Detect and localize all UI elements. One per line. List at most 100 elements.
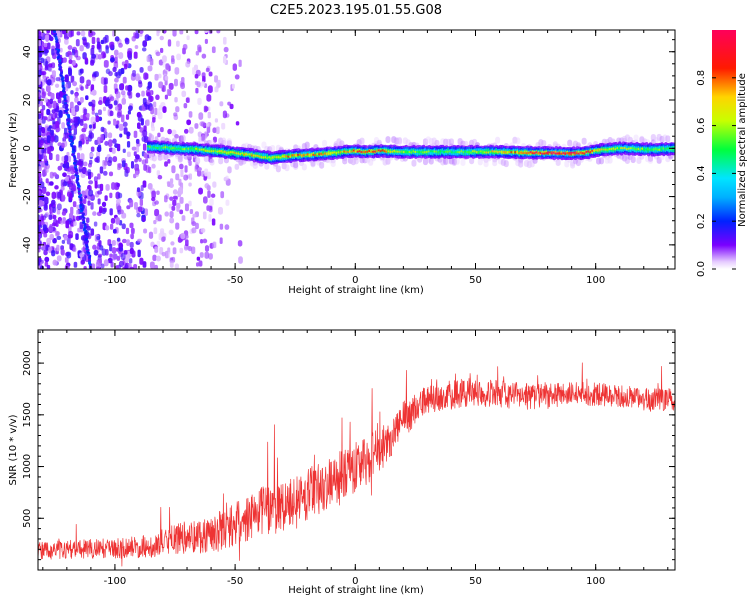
spectrogram-cell [195, 87, 199, 94]
spectrogram-cell [38, 113, 42, 119]
x-tick-label: 100 [586, 275, 605, 286]
spectrogram-cell [202, 238, 208, 244]
spectrogram-cell [117, 192, 123, 199]
spectrogram-cell [38, 54, 42, 61]
spectrogram-cell [157, 73, 162, 79]
spectrogram-cell [52, 237, 57, 244]
spectrogram-cell [61, 122, 65, 129]
spectrogram-cell [135, 30, 140, 33]
spectrogram-cell [130, 161, 135, 169]
spectrogram-cell [71, 185, 77, 192]
spectrogram-cell [108, 71, 113, 77]
spectrogram-cell [66, 237, 71, 245]
spectrogram-cell [44, 97, 48, 103]
spectrogram-cell [159, 35, 164, 41]
spectrogram-cell [76, 152, 81, 160]
spectrogram-cell [156, 190, 160, 195]
spectrogram-cell [231, 83, 235, 89]
spectrogram-cell [205, 67, 210, 73]
spectrogram-cell [121, 223, 126, 230]
spectrogram-cell [164, 75, 169, 81]
spectrogram-cell [515, 137, 521, 145]
spectrogram-cell [179, 163, 184, 170]
spectrogram-cell [97, 109, 102, 116]
spectrogram-cell [94, 180, 98, 189]
spectrogram-cell [60, 186, 65, 191]
spectrogram-cell [189, 209, 194, 215]
spectrogram-cell [210, 193, 216, 198]
spectrogram-cell [121, 238, 127, 244]
spectrogram-cell [127, 110, 131, 115]
spectrogram-cell [194, 73, 199, 79]
colorbar-tick-label: 0.6 [696, 118, 707, 134]
spectrogram-cell [44, 65, 49, 71]
spectrogram-cell [40, 57, 44, 64]
spectrogram-cell [44, 261, 49, 267]
spectrogram-cell [129, 222, 134, 229]
spectrogram-cell [162, 55, 167, 63]
spectrogram-cell [168, 203, 172, 209]
spectrogram-cell [170, 241, 175, 246]
spectrogram-cell [137, 122, 141, 129]
spectrogram-cell [74, 93, 78, 98]
spectrogram-cell [62, 57, 67, 63]
spectrogram-cell [116, 255, 121, 261]
spectrogram-cell [630, 156, 636, 164]
spectrogram-cell [49, 233, 54, 240]
spectrogram-cell [79, 119, 84, 126]
spectrogram-cell [204, 245, 210, 252]
x-tick-label: 0 [352, 275, 358, 286]
spectrogram-cell [78, 140, 82, 149]
figure-title: C2E5.2023.195.01.55.G08 [270, 3, 442, 18]
spectrogram-cell [175, 173, 180, 181]
spectrogram-cell [135, 170, 139, 177]
spectrogram-cell [123, 250, 128, 255]
spectrogram-cell [185, 97, 190, 103]
spectrogram-cell [126, 205, 131, 210]
spectrogram-cell [192, 213, 197, 218]
spectrogram-cell [97, 190, 103, 195]
spectrogram-cell [107, 120, 111, 125]
spectrogram-cell [181, 90, 187, 98]
spectrogram-cell [121, 212, 127, 219]
spectrogram-cell [111, 147, 116, 154]
spectrogram-cell [128, 91, 133, 99]
spectrogram-cell [45, 178, 49, 184]
spectrogram-cell [69, 212, 74, 219]
spectrogram-cell [209, 198, 214, 207]
spectrogram-cell [103, 84, 108, 93]
spectrogram-cell [93, 221, 98, 227]
spectrogram-cell [172, 247, 177, 255]
spectrogram-cell [126, 239, 130, 246]
spectrogram-cell [61, 156, 66, 162]
spectrogram-cell [83, 161, 88, 167]
spectrogram-cell [179, 209, 184, 215]
spectrogram-cell [229, 103, 234, 110]
spectrogram-cell [109, 253, 113, 258]
snr-x-ticks: -100 -50 0 50 100 [42, 330, 669, 587]
spectrogram-cell [85, 136, 89, 141]
spectrogram-cell [55, 77, 61, 82]
spectrogram-cell [98, 116, 103, 122]
spectrogram-cell [64, 83, 69, 92]
spectrogram-cell [103, 77, 108, 85]
spectrogram-cell [172, 195, 178, 200]
spectrogram-cell [146, 91, 151, 97]
spectrogram-cell [55, 121, 60, 129]
spectrogram-cell [434, 139, 440, 147]
spectrogram-cell [184, 234, 189, 239]
spectrogram-cell [108, 171, 114, 177]
spectrogram-cell [310, 160, 316, 168]
spectrogram-cell [124, 169, 129, 177]
spectrogram-cell [54, 185, 59, 190]
spectrogram-cell [104, 99, 110, 107]
spectrogram-cell [88, 159, 93, 165]
spectrogram-cell [188, 160, 192, 166]
spectrogram-cell [133, 130, 138, 139]
spectrogram-cell [129, 233, 135, 239]
spectrogram-cell [142, 129, 148, 137]
spectrogram-cell [90, 47, 95, 56]
spectrogram-cell [121, 114, 125, 123]
spectrogram-cell [98, 206, 103, 214]
spectrogram-cell [91, 89, 97, 96]
